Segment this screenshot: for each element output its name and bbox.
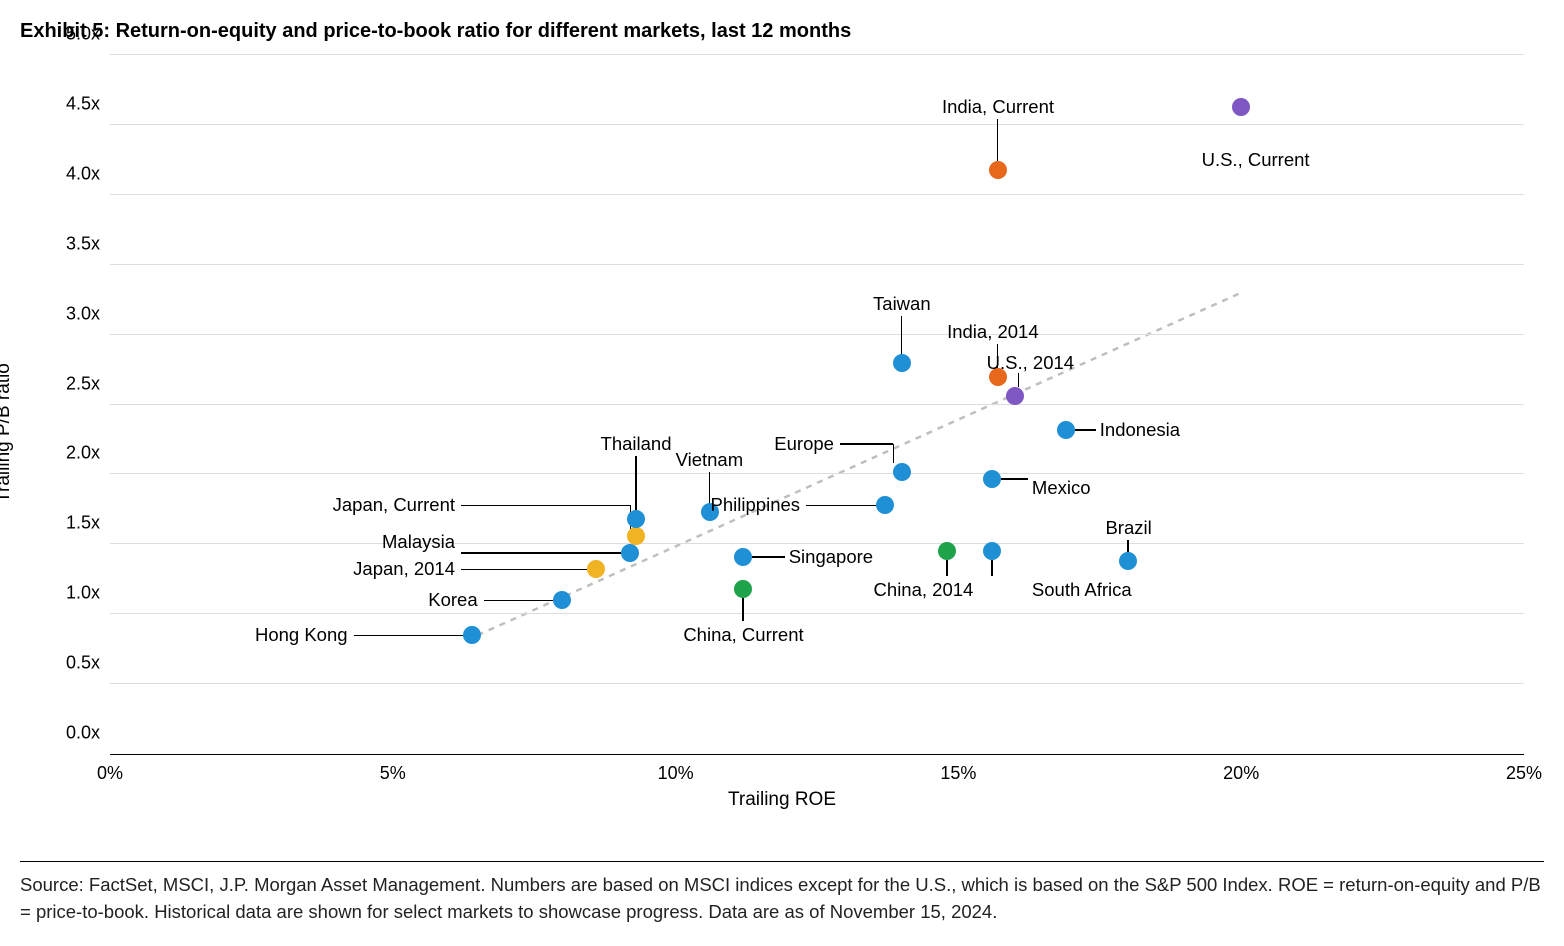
data-point (621, 544, 639, 562)
leader-line (742, 598, 744, 621)
data-label: India, 2014 (947, 321, 1039, 343)
gridline (110, 194, 1524, 195)
y-tick-label: 3.0x (66, 303, 100, 324)
gridline (110, 334, 1524, 335)
leader-line (461, 505, 631, 507)
data-label: India, Current (942, 96, 1054, 118)
leader-line (752, 556, 784, 558)
y-tick-label: 4.0x (66, 163, 100, 184)
data-label: Japan, 2014 (353, 558, 455, 580)
data-point (587, 560, 605, 578)
data-label: Thailand (601, 433, 672, 455)
data-point (734, 548, 752, 566)
leader-line (946, 560, 948, 576)
leader-line (461, 569, 587, 571)
gridline (110, 264, 1524, 265)
data-point (734, 580, 752, 598)
leader-line (991, 560, 993, 576)
data-point (989, 161, 1007, 179)
leader-line (635, 456, 637, 510)
y-tick-label: 5.0x (66, 24, 100, 45)
data-label: Taiwan (873, 293, 931, 315)
y-tick-label: 0.5x (66, 653, 100, 674)
data-point (983, 542, 1001, 560)
data-point (627, 527, 645, 545)
data-label: U.S., 2014 (987, 352, 1074, 374)
data-point (627, 510, 645, 528)
data-point (938, 542, 956, 560)
data-label: Europe (774, 433, 834, 455)
y-tick-label: 0.0x (66, 723, 100, 744)
leader-line (461, 552, 621, 554)
data-label: Brazil (1105, 517, 1151, 539)
y-tick-label: 4.5x (66, 93, 100, 114)
gridline (110, 124, 1524, 125)
x-axis-label: Trailing ROE (20, 789, 1544, 811)
leader-line (484, 600, 554, 602)
x-tick-label: 0% (97, 763, 123, 784)
data-label: Hong Kong (255, 624, 348, 646)
x-tick-label: 15% (940, 763, 976, 784)
data-point (553, 591, 571, 609)
data-point (876, 496, 894, 514)
gridline (110, 543, 1524, 544)
data-label: Mexico (1032, 477, 1091, 499)
leader-line (901, 316, 903, 354)
y-tick-label: 1.5x (66, 513, 100, 534)
x-tick-label: 5% (380, 763, 406, 784)
trend-line (110, 55, 1524, 754)
data-label: Philippines (711, 494, 800, 516)
x-tick-label: 10% (658, 763, 694, 784)
data-label: Indonesia (1100, 419, 1180, 441)
leader-line (1018, 373, 1020, 388)
y-axis-label: Trailing P/B ratio (0, 363, 15, 503)
data-label: Singapore (789, 546, 873, 568)
chart-container: Exhibit 5: Return-on-equity and price-to… (20, 20, 1544, 926)
data-label: Korea (428, 589, 477, 611)
x-tick-label: 20% (1223, 763, 1259, 784)
gridline (110, 683, 1524, 684)
data-point (893, 463, 911, 481)
plot-outer: Trailing P/B ratio 0.0x0.5x1.0x1.5x2.0x2… (20, 55, 1544, 811)
leader-line (840, 443, 893, 445)
data-label: China, Current (683, 624, 803, 646)
leader-line (354, 635, 463, 637)
data-point (893, 354, 911, 372)
leader-line (997, 119, 999, 161)
data-label: South Africa (1032, 579, 1132, 601)
data-point (983, 470, 1001, 488)
data-label: Vietnam (676, 449, 744, 471)
data-label: Japan, Current (333, 494, 455, 516)
gridline (110, 54, 1524, 55)
leader-line (1075, 429, 1096, 431)
data-point (1057, 421, 1075, 439)
gridline (110, 613, 1524, 614)
y-tick-label: 1.0x (66, 583, 100, 604)
data-point (1232, 98, 1250, 116)
leader-line (1001, 478, 1028, 480)
y-tick-label: 2.0x (66, 443, 100, 464)
data-point (463, 626, 481, 644)
data-point (1006, 387, 1024, 405)
data-point (1119, 552, 1137, 570)
gridline (110, 473, 1524, 474)
chart-title: Exhibit 5: Return-on-equity and price-to… (20, 20, 1544, 43)
x-tick-label: 25% (1506, 763, 1542, 784)
leader-line (893, 444, 895, 463)
data-label: Malaysia (382, 531, 455, 553)
y-tick-label: 3.5x (66, 233, 100, 254)
data-label: China, 2014 (874, 579, 974, 601)
leader-line (1127, 540, 1129, 553)
data-label: U.S., Current (1202, 149, 1310, 171)
gridline (110, 404, 1524, 405)
leader-line (806, 505, 876, 507)
plot-area: 0.0x0.5x1.0x1.5x2.0x2.5x3.0x3.5x4.0x4.5x… (110, 55, 1524, 755)
y-tick-label: 2.5x (66, 373, 100, 394)
